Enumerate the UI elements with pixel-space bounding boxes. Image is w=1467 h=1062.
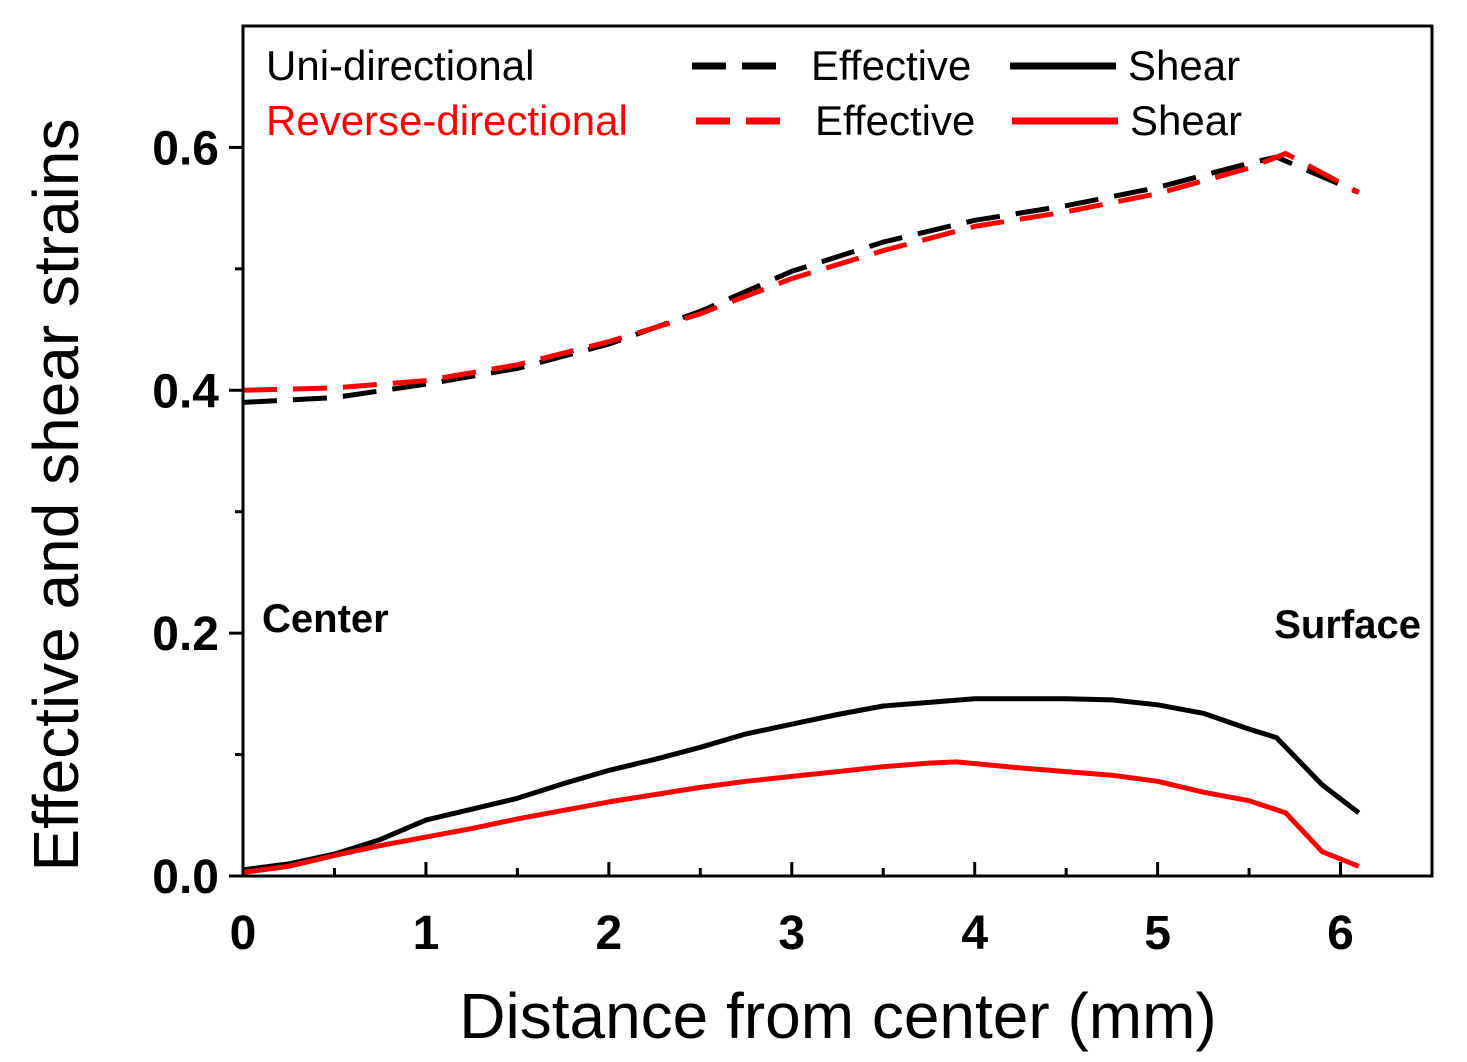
y-tick-label-0: 0.0 [152, 851, 219, 904]
legend-group-reverse-directional: Reverse-directional [266, 97, 628, 144]
series-layer [242, 151, 1361, 875]
series-line-uni-directional-effective [242, 154, 1360, 405]
series-line-uni-directional-shear [242, 696, 1361, 873]
x-tick-label-5: 5 [1144, 907, 1171, 960]
x-tick-label-1: 1 [413, 907, 440, 960]
x-tick-label-4: 4 [961, 907, 988, 960]
y-tick-label-0.6: 0.6 [152, 122, 219, 175]
legend-label-reverse-shear: Shear [1130, 97, 1242, 144]
series-line-reverse-directional-effective [242, 151, 1360, 393]
x-tick-label-3: 3 [778, 907, 805, 960]
axes-layer: 0 1 2 3 4 5 6 0.0 0.2 0.4 0.6 [152, 122, 1354, 960]
plot-frame [241, 24, 1434, 878]
legend-label-uni-effective: Effective [811, 42, 971, 89]
x-tick-label-0: 0 [230, 907, 257, 960]
y-tick-label-0.2: 0.2 [152, 608, 219, 661]
legend: Uni-directional Effective Shear Reverse-… [266, 42, 1242, 144]
legend-label-uni-shear: Shear [1128, 42, 1240, 89]
annotation-center: Center [262, 597, 389, 641]
x-tick-label-6: 6 [1327, 907, 1354, 960]
legend-label-reverse-effective: Effective [815, 97, 975, 144]
legend-group-uni-directional: Uni-directional [266, 42, 534, 89]
x-tick-label-2: 2 [595, 907, 622, 960]
annotation-surface: Surface [1274, 603, 1421, 647]
y-axis-title: Effective and shear strains [20, 119, 92, 872]
series-line-reverse-directional-shear [242, 759, 1360, 875]
y-tick-label-0.4: 0.4 [152, 365, 219, 418]
x-axis-title: Distance from center (mm) [459, 980, 1216, 1052]
